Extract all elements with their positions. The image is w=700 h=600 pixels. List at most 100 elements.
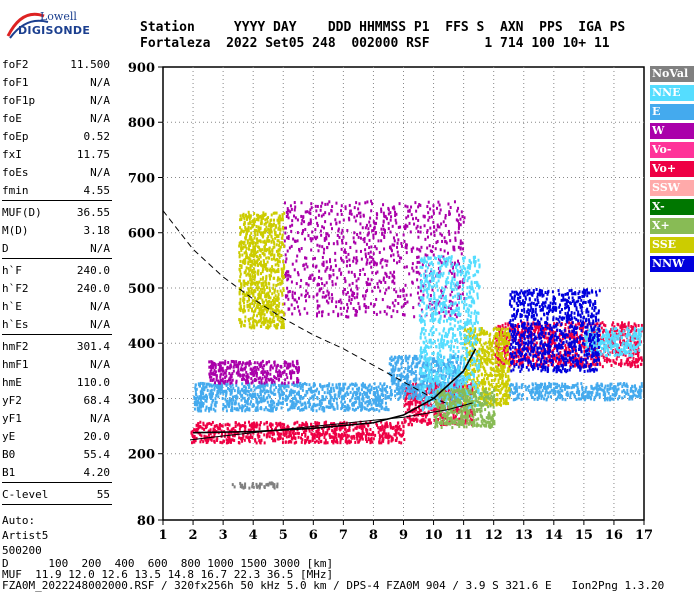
echo-point (412, 371, 415, 375)
echo-point (269, 377, 272, 381)
echo-point (319, 440, 322, 444)
echo-point (309, 389, 312, 393)
echo-point (355, 426, 358, 430)
echo-point (580, 382, 583, 386)
y-tick-label: 700 (128, 171, 155, 186)
echo-point (612, 341, 615, 345)
echo-point (318, 402, 321, 406)
param-name: h`E (2, 300, 22, 313)
echo-point (391, 426, 394, 430)
echo-point (287, 216, 290, 220)
echo-point (200, 391, 203, 395)
echo-point (402, 431, 405, 435)
echo-point (365, 242, 368, 246)
param-name: h`F (2, 264, 22, 277)
echo-point (386, 391, 389, 395)
echo-point (221, 390, 224, 394)
echo-point (547, 353, 550, 357)
param-row: foEp 0.52 (2, 130, 110, 144)
echo-point (256, 361, 259, 365)
echo-point (580, 326, 583, 330)
echo-point (369, 408, 372, 412)
echo-point (394, 356, 397, 360)
echo-point (278, 435, 281, 439)
echo-point (403, 265, 406, 269)
echo-point (208, 409, 211, 413)
x-tick-label: 3 (219, 528, 228, 543)
echo-point (278, 388, 281, 392)
echo-point (229, 384, 232, 388)
echo-point (432, 211, 435, 215)
echo-point (194, 383, 197, 387)
param-value: 240.0 (76, 282, 110, 295)
echo-point (346, 309, 349, 313)
echo-point (400, 366, 403, 370)
echo-point (200, 405, 203, 409)
echo-point (382, 224, 385, 228)
echo-point (205, 385, 208, 389)
echo-point (247, 436, 250, 440)
y-tick-label: 900 (128, 61, 155, 76)
echo-point (302, 382, 305, 386)
echo-point (358, 438, 361, 442)
echo-point (269, 368, 272, 372)
echo-point (593, 398, 596, 402)
echo-point (254, 394, 257, 398)
param-name: C-level (2, 488, 49, 501)
echo-point (273, 363, 276, 367)
echo-point (229, 363, 232, 367)
echo-point (246, 361, 249, 365)
echo-point (315, 409, 318, 413)
echo-point (361, 393, 364, 397)
echo-point (390, 254, 393, 258)
echo-point (603, 343, 606, 347)
echo-point (392, 357, 395, 361)
param-value: 36.55 (76, 206, 110, 219)
echo-point (339, 439, 342, 443)
echo-point (378, 399, 381, 403)
echo-point (351, 407, 354, 411)
echo-point (470, 382, 473, 386)
echo-point (616, 354, 619, 358)
echo-point (602, 355, 605, 359)
echo-point (376, 396, 379, 400)
echo-point (313, 434, 316, 438)
echo-point (196, 400, 199, 404)
echo-point (239, 360, 242, 364)
echo-point (273, 388, 276, 392)
echo-point (209, 389, 212, 393)
param-name: hmF2 (2, 340, 29, 353)
echo-point (333, 431, 336, 435)
echo-point (394, 433, 397, 437)
echo-point (442, 422, 445, 426)
echo-point (381, 425, 384, 429)
echo-point (339, 421, 342, 425)
echo-point (348, 258, 351, 262)
echo-point (359, 424, 362, 428)
echo-point (393, 281, 396, 285)
echo-point (323, 384, 326, 388)
echo-point (553, 356, 556, 360)
echo-point (360, 427, 363, 431)
echo-point (273, 405, 276, 409)
echo-point (360, 433, 363, 437)
echo-point (443, 362, 446, 366)
echo-point (295, 399, 298, 403)
echo-point (362, 213, 365, 217)
echo-point (533, 397, 536, 401)
echo-point (253, 384, 256, 388)
echo-point (210, 438, 213, 442)
echo-point (229, 440, 232, 444)
echo-point (290, 388, 293, 392)
echo-point (379, 395, 382, 399)
param-value: 3.18 (83, 224, 111, 237)
echo-point (299, 312, 302, 316)
echo-point (602, 323, 605, 327)
echo-point (428, 215, 431, 219)
echo-point (385, 263, 388, 267)
echo-point (558, 384, 561, 388)
echo-point (511, 327, 514, 331)
echo-point (495, 344, 498, 348)
echo-point (527, 363, 530, 367)
echo-point (344, 439, 347, 443)
